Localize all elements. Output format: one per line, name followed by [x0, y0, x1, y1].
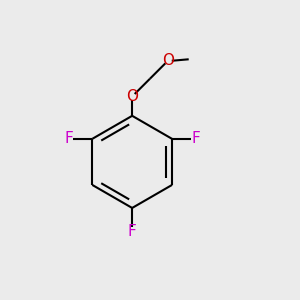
Text: F: F [191, 131, 200, 146]
Text: F: F [64, 131, 73, 146]
Text: O: O [126, 89, 138, 104]
Text: O: O [162, 53, 174, 68]
Text: F: F [128, 224, 136, 239]
